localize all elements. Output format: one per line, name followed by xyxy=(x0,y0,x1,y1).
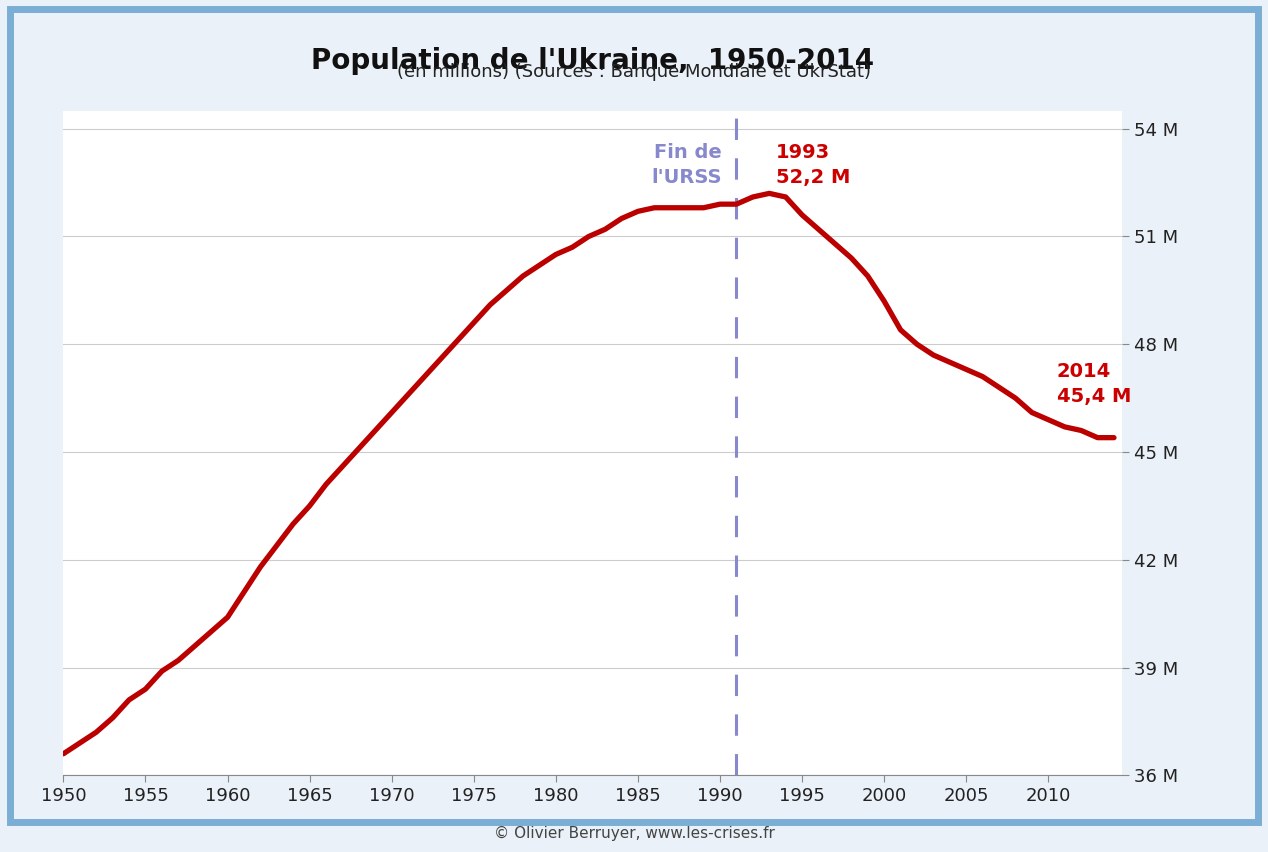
Title: Population de l'Ukraine,  1950-2014: Population de l'Ukraine, 1950-2014 xyxy=(311,47,875,75)
Text: Fin de
l'URSS: Fin de l'URSS xyxy=(652,143,721,187)
Text: 1993
52,2 M: 1993 52,2 M xyxy=(776,143,851,187)
Text: 2014
45,4 M: 2014 45,4 M xyxy=(1056,362,1131,406)
Text: © Olivier Berruyer, www.les-crises.fr: © Olivier Berruyer, www.les-crises.fr xyxy=(493,826,775,841)
Text: (en millions) (Sources : Banque Mondiale et UkrStat): (en millions) (Sources : Banque Mondiale… xyxy=(397,63,871,82)
